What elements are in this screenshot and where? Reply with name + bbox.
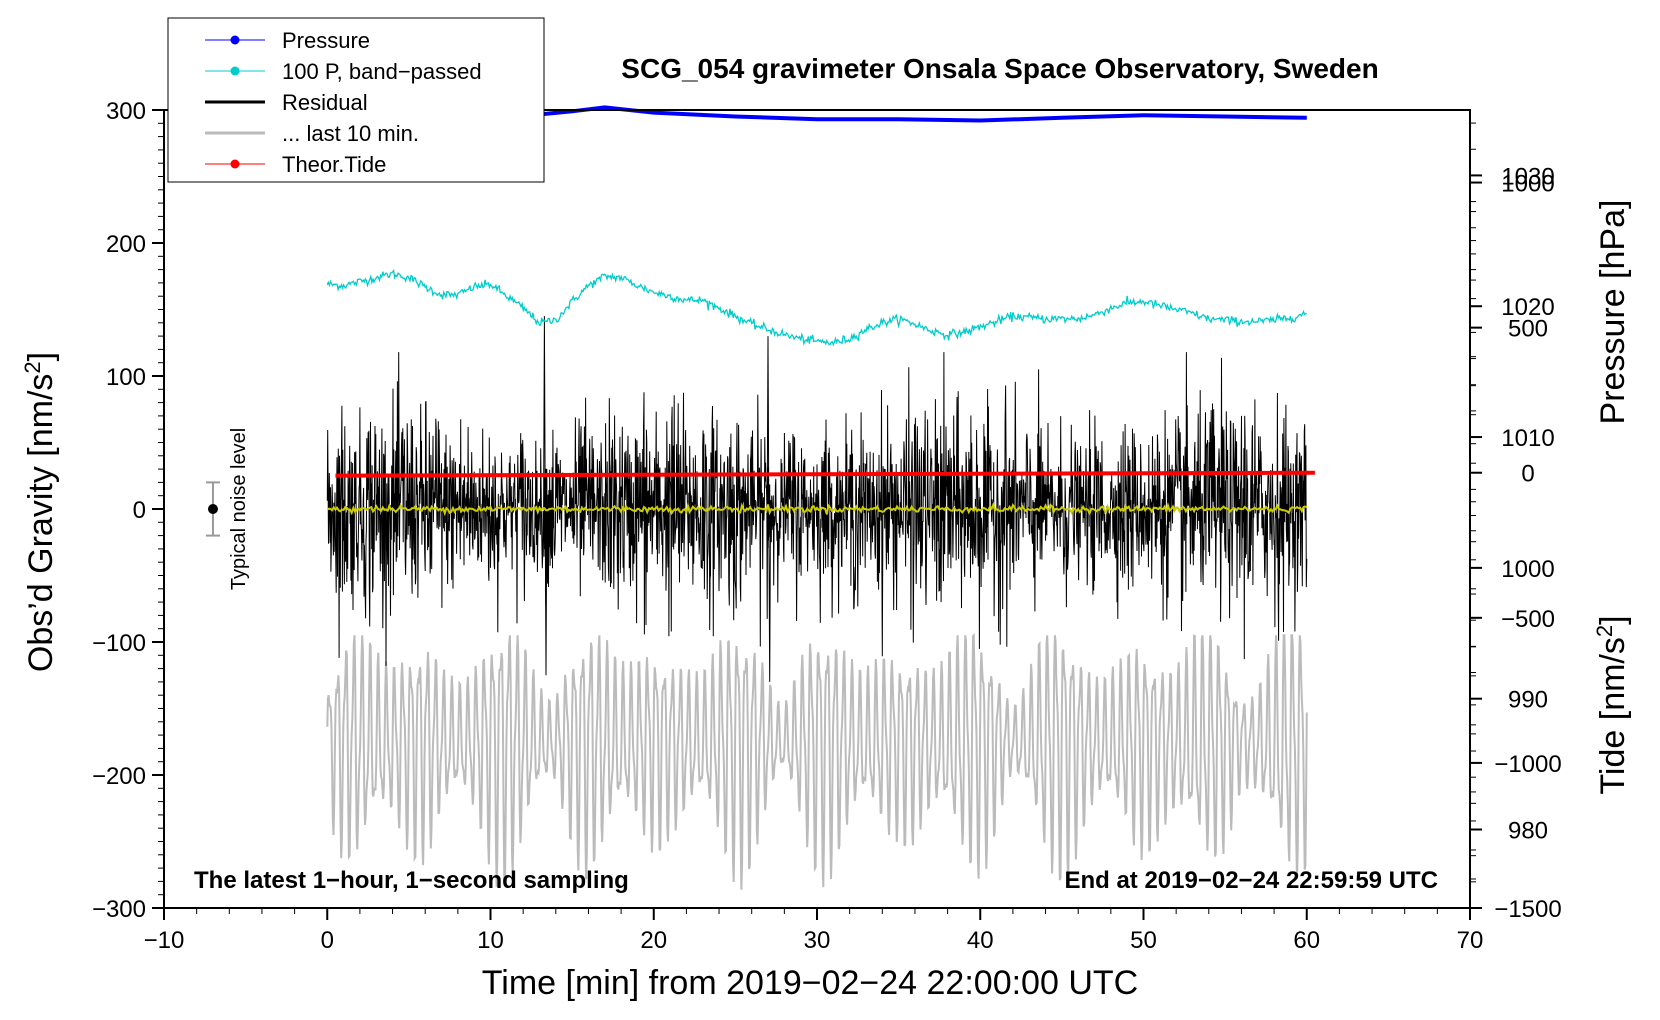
pressure-tick-label: 1010 — [1501, 425, 1554, 452]
legend-label: Residual — [282, 90, 368, 115]
x-tick-label: 10 — [477, 927, 504, 954]
pressure-tick-label: 1020 — [1501, 294, 1554, 321]
tide-tick-label: 0 — [1521, 461, 1534, 488]
y-axis-ticks: −300 −200 −100 0 100 200 300 — [92, 98, 164, 923]
y-tick-label: −200 — [92, 763, 146, 790]
noise-bar-point — [207, 504, 218, 514]
pressure-tick-label: 1030 — [1501, 163, 1554, 190]
x-tick-label: 20 — [640, 927, 667, 954]
legend: Pressure 100 P, band−passed Residual ... la… — [167, 17, 545, 183]
y-tick-label: 100 — [106, 364, 146, 391]
legend-marker — [230, 159, 240, 169]
y-tick-label: 0 — [133, 497, 146, 524]
y-tick-label: −100 — [92, 630, 146, 657]
x-tick-label: 30 — [804, 927, 831, 954]
tide-tick-label: −1500 — [1494, 896, 1561, 923]
x-tick-label: 0 — [321, 927, 334, 954]
x-tick-label: 50 — [1130, 927, 1157, 954]
pressure-tick-label: 1000 — [1501, 556, 1554, 583]
legend-label: ... last 10 min. — [282, 121, 419, 146]
legend-label: 100 P, band−passed — [282, 59, 482, 84]
annotation-end-time: End at 2019−02−24 22:59:59 UTC — [1064, 867, 1438, 894]
legend-label: Pressure — [282, 28, 370, 53]
y-axis-label-tide: Tide [nm/s2] — [1592, 615, 1632, 794]
legend-entries: Pressure 100 P, band−passed Residual ... la… — [205, 28, 482, 177]
x-axis-label: Time [min] from 2019−02−24 22:00:00 UTC — [482, 964, 1138, 1002]
y-tick-label: −300 — [92, 896, 146, 923]
tide-tick-label: 1000 — [1501, 171, 1554, 198]
x-tick-label: 70 — [1457, 927, 1484, 954]
series-theoretical-tide-line — [335, 470, 1315, 478]
legend-label: Theor.Tide — [282, 152, 386, 177]
legend-marker — [230, 35, 240, 45]
series-last-10-min-line — [326, 632, 1308, 890]
legend-box — [167, 17, 545, 183]
y-axis-label-pressure: Pressure [hPa] — [1594, 200, 1632, 425]
tide-tick-label: 500 — [1508, 316, 1548, 343]
y-tick-label: 200 — [106, 231, 146, 258]
series-band-passed-pressure-line — [326, 268, 1307, 347]
x-tick-label: 60 — [1293, 927, 1320, 954]
pressure-tick-label: 980 — [1508, 818, 1548, 845]
x-tick-label: −10 — [144, 927, 185, 954]
series-residual-smoothed-line — [326, 501, 1308, 517]
tide-tick-label: −500 — [1501, 606, 1555, 633]
chart-title: SCG_054 gravimeter Onsala Space Observat… — [621, 53, 1378, 84]
noise-level-label: Typical noise level — [228, 428, 250, 590]
legend-marker — [230, 66, 240, 76]
x-tick-label: 40 — [967, 927, 994, 954]
x-axis-ticks: −10 0 10 20 30 40 50 60 70 — [144, 908, 1484, 954]
tide-axis-ticks: −1500 −1000 −500 0 500 1000 — [1470, 171, 1562, 923]
noise-level-indicator: Typical noise level — [205, 428, 250, 590]
y-tick-label: 300 — [106, 98, 146, 125]
pressure-tick-label: 990 — [1508, 687, 1548, 714]
y-axis-label-left: Obs’d Gravity [nm/s2] — [20, 352, 60, 672]
series-residual-line — [326, 316, 1308, 682]
tide-tick-label: −1000 — [1494, 751, 1561, 778]
series-layer — [326, 105, 1315, 890]
annotation-sampling: The latest 1−hour, 1−second sampling — [194, 867, 629, 894]
